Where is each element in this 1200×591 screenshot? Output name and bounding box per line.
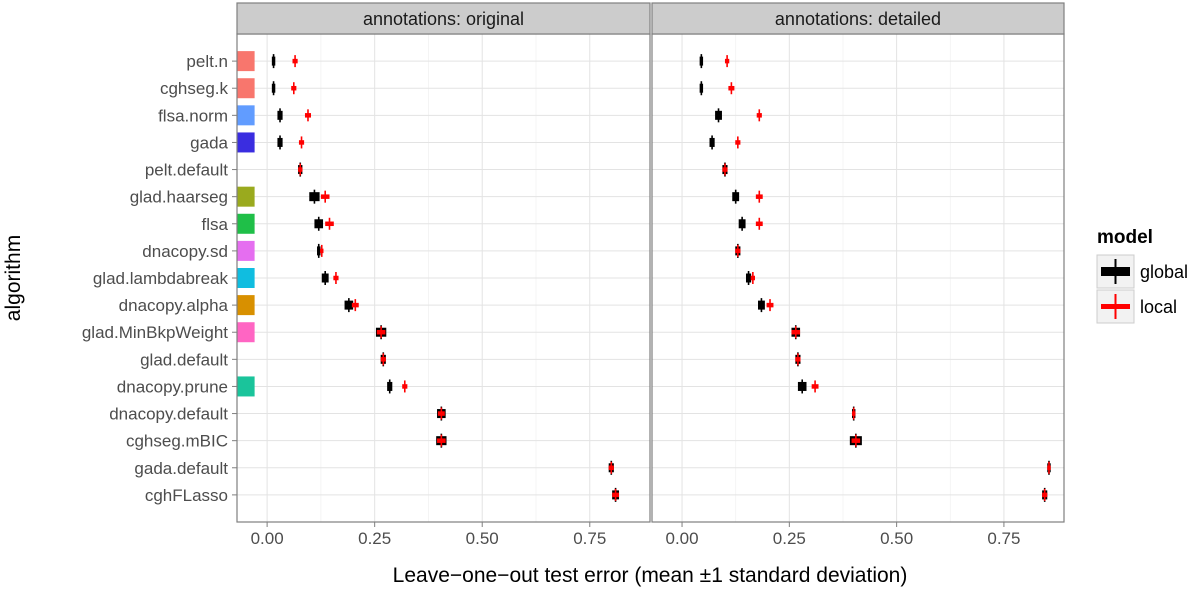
algorithm-swatch: [236, 78, 255, 99]
y-tick-label: cghseg.mBIC: [126, 432, 228, 451]
algorithm-swatch: [236, 240, 255, 261]
y-tick-label: pelt.n: [186, 52, 228, 71]
x-tick-label-original: 0.75: [573, 529, 606, 548]
strip-label-detailed: annotations: detailed: [775, 9, 941, 29]
x-axis-title: Leave−one−out test error (mean ±1 standa…: [393, 564, 908, 587]
y-tick-label: glad.haarseg: [130, 188, 228, 207]
algorithm-swatch: [236, 186, 255, 207]
x-tick-label-detailed: 0.75: [987, 529, 1020, 548]
legend-title: model: [1097, 227, 1153, 248]
algorithm-swatch: [236, 295, 255, 316]
x-tick-label-detailed: 0.25: [773, 529, 806, 548]
legend: model global local: [1096, 227, 1188, 324]
y-tick-label: cghseg.k: [160, 79, 229, 98]
legend-label-global: global: [1140, 262, 1188, 282]
y-axis-title: algorithm: [2, 235, 25, 321]
y-tick-label: glad.default: [140, 350, 228, 369]
y-tick-label: glad.MinBkpWeight: [82, 323, 228, 342]
y-tick-label: pelt.default: [145, 161, 228, 180]
y-tick-label: dnacopy.default: [109, 405, 228, 424]
algorithm-swatch: [236, 376, 255, 397]
y-tick-label: gada.default: [134, 459, 228, 478]
legend-label-local: local: [1140, 297, 1177, 317]
y-tick-label: dnacopy.sd: [142, 242, 228, 261]
y-tick-label: dnacopy.alpha: [119, 296, 229, 315]
x-tick-label-detailed: 0.00: [665, 529, 698, 548]
algorithm-swatch: [236, 51, 255, 72]
strip-detailed: [651, 2, 1065, 35]
y-tick-label: cghFLasso: [145, 486, 228, 505]
y-tick-label: flsa.norm: [158, 106, 228, 125]
y-tick-label: glad.lambdabreak: [93, 269, 229, 288]
algorithm-swatch: [236, 213, 255, 234]
y-tick-label: dnacopy.prune: [117, 377, 228, 396]
y-tick-label: gada: [190, 133, 228, 152]
x-tick-label-detailed: 0.50: [880, 529, 913, 548]
x-tick-label-original: 0.00: [251, 529, 284, 548]
strip-label-original: annotations: original: [363, 9, 524, 29]
x-tick-label-original: 0.25: [358, 529, 391, 548]
algorithm-swatch: [236, 105, 255, 126]
y-tick-label: flsa: [202, 215, 229, 234]
algorithm-swatch: [236, 322, 255, 343]
x-tick-label-original: 0.50: [466, 529, 499, 548]
algorithm-swatch: [236, 132, 255, 153]
algorithm-swatch: [236, 268, 255, 288]
strip-original: [236, 2, 651, 35]
